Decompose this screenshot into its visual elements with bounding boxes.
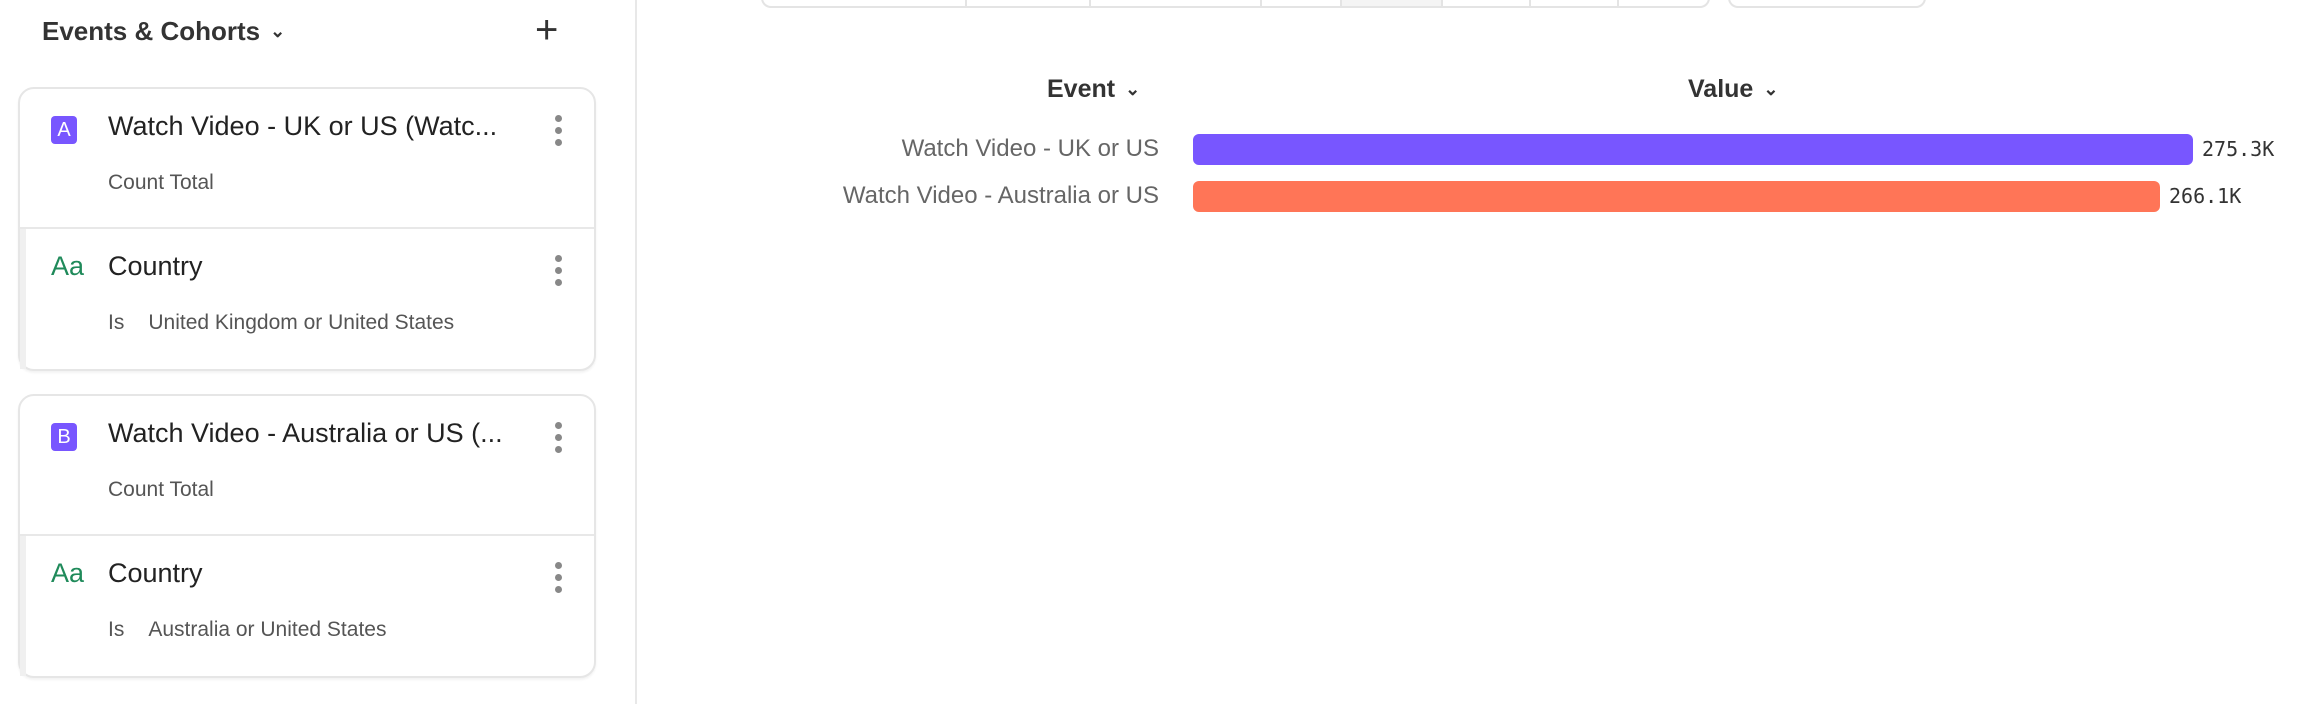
event-row[interactable]: A Watch Video - UK or US (Watc... Count …: [20, 89, 594, 229]
toolbar-button[interactable]: [1728, 0, 1926, 8]
string-property-icon: Aa: [51, 558, 85, 588]
chevron-down-icon: ⌄: [1763, 79, 1779, 99]
more-options-icon[interactable]: [555, 422, 565, 453]
bar-label: Watch Video - Australia or US: [842, 182, 1159, 209]
event-header-label: Event: [1047, 75, 1116, 103]
filter-row[interactable]: Aa Country Is United Kingdom or United St…: [20, 229, 594, 369]
measure-label[interactable]: Count Total: [108, 171, 214, 194]
events-cohorts-dropdown[interactable]: Events & Cohorts ⌄: [42, 16, 285, 47]
bar-value-label: 266.1K: [2169, 184, 2242, 208]
measure-label[interactable]: Count Total: [108, 478, 214, 501]
more-options-icon[interactable]: [555, 255, 565, 286]
string-property-icon: Aa: [51, 251, 85, 281]
filter-row[interactable]: Aa Country Is Australia or United States: [20, 536, 594, 676]
event-name[interactable]: Watch Video - Australia or US (...: [108, 418, 503, 448]
bar-label: Watch Video - UK or US: [901, 135, 1159, 162]
event-badge: A: [51, 116, 77, 144]
chevron-down-icon: ⌄: [270, 21, 286, 41]
event-column-header[interactable]: Event ⌄: [1047, 75, 1140, 104]
chevron-down-icon: ⌄: [1125, 79, 1141, 99]
toolbar-segmented-control[interactable]: [761, 0, 1710, 8]
bar[interactable]: [1193, 134, 2193, 165]
filter-value[interactable]: United Kingdom or United States: [148, 311, 455, 334]
filter-operator[interactable]: Is: [108, 311, 125, 334]
event-card-b: B Watch Video - Australia or US (... Cou…: [18, 394, 596, 678]
event-card-a: A Watch Video - UK or US (Watc... Count …: [18, 87, 596, 371]
sidebar: Events & Cohorts ⌄ + A Watch Video - UK o…: [0, 0, 637, 704]
add-plus-icon[interactable]: +: [535, 8, 559, 52]
more-options-icon[interactable]: [555, 562, 565, 593]
bar[interactable]: [1193, 181, 2160, 212]
value-column-header[interactable]: Value ⌄: [1688, 75, 1778, 104]
more-options-icon[interactable]: [555, 115, 565, 146]
bar-value-label: 275.3K: [2202, 137, 2275, 161]
sidebar-title: Events & Cohorts: [42, 16, 261, 46]
filter-property[interactable]: Country: [108, 558, 203, 588]
event-row[interactable]: B Watch Video - Australia or US (... Cou…: [20, 396, 594, 536]
filter-operator[interactable]: Is: [108, 618, 125, 641]
filter-property[interactable]: Country: [108, 251, 203, 281]
value-header-label: Value: [1688, 75, 1754, 103]
event-name[interactable]: Watch Video - UK or US (Watc...: [108, 111, 498, 141]
event-badge: B: [51, 423, 77, 451]
filter-value[interactable]: Australia or United States: [148, 618, 387, 641]
